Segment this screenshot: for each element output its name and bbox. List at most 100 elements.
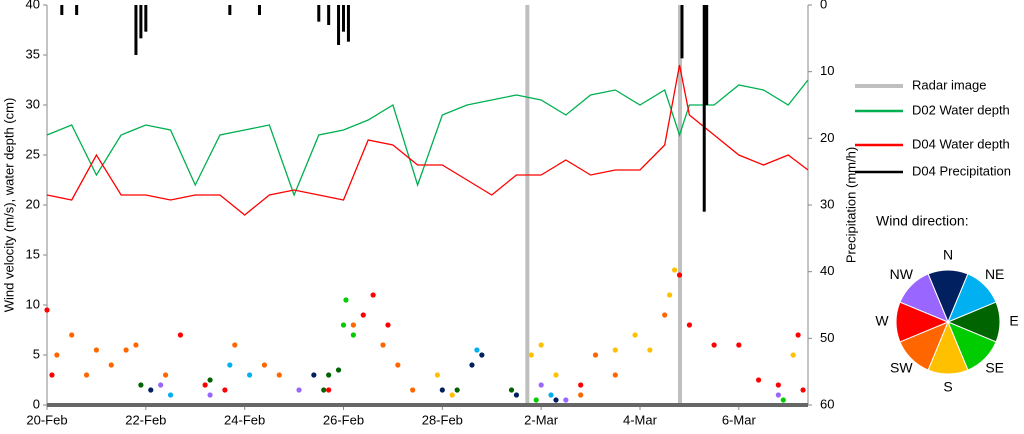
wind-point — [93, 347, 100, 353]
wind-point — [662, 312, 668, 318]
wind-point — [207, 377, 213, 383]
y-tick-label: 40 — [26, 0, 40, 11]
water-depth-line — [46, 79, 809, 197]
wind-point — [553, 372, 559, 378]
precip-bar — [680, 5, 684, 59]
wind-point — [123, 347, 129, 353]
wind-point — [800, 387, 806, 393]
y2-tick-label: 60 — [820, 396, 834, 411]
wind-point — [671, 267, 678, 273]
y-axis-label: Wind velocity (m/s), water depth (cm) — [1, 98, 16, 313]
wind-point — [370, 292, 376, 298]
y-tick-label: 0 — [33, 396, 40, 411]
wind-point — [508, 387, 515, 393]
wind-rose-sector — [899, 273, 949, 323]
wind-point — [108, 362, 114, 368]
wind-point — [592, 352, 599, 358]
wind-point — [780, 397, 786, 403]
wind-point — [533, 397, 539, 403]
precip-bar — [341, 5, 345, 32]
wind-point — [326, 387, 332, 393]
wind-point — [795, 332, 801, 338]
y2-tick-label: 0 — [820, 0, 827, 11]
wind-point — [326, 372, 332, 378]
y-tick-label: 15 — [26, 246, 40, 261]
y2-tick-label: 30 — [820, 196, 834, 211]
wind-point — [711, 342, 717, 348]
wind-point — [449, 392, 455, 398]
wind-rose-label: NE — [985, 266, 1004, 282]
precip-bar — [337, 5, 341, 45]
x-tick-label: 26-Feb — [323, 412, 364, 427]
wind-point — [380, 342, 386, 348]
wind-point — [439, 387, 445, 393]
wind-point — [340, 322, 347, 328]
legend-label: Radar image — [912, 77, 986, 92]
wind-point — [296, 387, 302, 393]
y-tick-label: 35 — [26, 46, 40, 61]
legend-label: D02 Water depth — [912, 102, 1010, 117]
wind-point — [474, 347, 480, 353]
y-tick-label: 20 — [26, 196, 40, 211]
wind-point — [578, 392, 584, 398]
legend-label: D04 Water depth — [912, 136, 1010, 151]
y-tick-label: 10 — [26, 296, 40, 311]
y2-tick-label: 20 — [820, 130, 834, 145]
wind-point — [790, 352, 796, 358]
wind-point — [311, 372, 317, 378]
wind-point — [321, 387, 327, 393]
precip-bar — [705, 5, 709, 105]
precip-bar — [60, 5, 64, 15]
wind-point — [83, 372, 90, 378]
y-tick-label: 30 — [26, 96, 40, 111]
y2-tick-label: 10 — [820, 63, 834, 78]
wind-point — [202, 382, 208, 388]
wind-point — [222, 387, 228, 393]
precip-bar — [327, 5, 331, 25]
wind-rose-label: E — [1009, 313, 1018, 329]
precip-bar — [346, 5, 350, 42]
wind-rose-label: N — [943, 247, 953, 263]
wind-point — [227, 362, 233, 368]
wind-point — [350, 332, 356, 338]
precip-bar — [317, 5, 321, 22]
wind-point — [528, 352, 534, 358]
wind-point — [158, 382, 164, 388]
precip-bar — [134, 5, 138, 55]
wind-point — [548, 392, 554, 398]
x-tick-label: 4-Mar — [623, 412, 658, 427]
x-tick-label: 2-Mar — [524, 412, 559, 427]
wind-point — [54, 352, 60, 358]
wind-point — [276, 372, 282, 378]
x-tick-label: 22-Feb — [125, 412, 166, 427]
wind-point — [454, 387, 460, 393]
wind-point — [138, 382, 144, 388]
x-tick-label: 28-Feb — [422, 412, 463, 427]
wind-point — [612, 347, 618, 353]
y-tick-label: 25 — [26, 146, 40, 161]
wind-point — [177, 332, 184, 338]
wind-point — [434, 372, 440, 378]
wind-point — [563, 397, 569, 403]
wind-title: Wind direction: — [876, 213, 969, 229]
y2-axis-label: Precipitation (mm/h) — [843, 147, 858, 263]
wind-rose-label: SW — [890, 359, 913, 375]
wind-point — [167, 392, 174, 398]
x-axis-bar — [47, 403, 808, 407]
wind-point — [686, 322, 693, 328]
precip-bar — [75, 5, 79, 15]
y-tick-label: 5 — [33, 346, 40, 361]
wind-point — [736, 342, 742, 348]
wind-point — [553, 397, 559, 403]
wind-point — [350, 322, 356, 328]
wind-point — [755, 377, 762, 383]
wind-point — [775, 392, 781, 398]
y2-tick-label: 50 — [820, 330, 834, 345]
wind-point — [148, 387, 154, 393]
wind-rose-label: NW — [890, 266, 914, 282]
x-tick-label: 24-Feb — [224, 412, 265, 427]
wind-point — [612, 372, 618, 378]
wind-point — [667, 292, 673, 298]
wind-point — [676, 272, 683, 278]
